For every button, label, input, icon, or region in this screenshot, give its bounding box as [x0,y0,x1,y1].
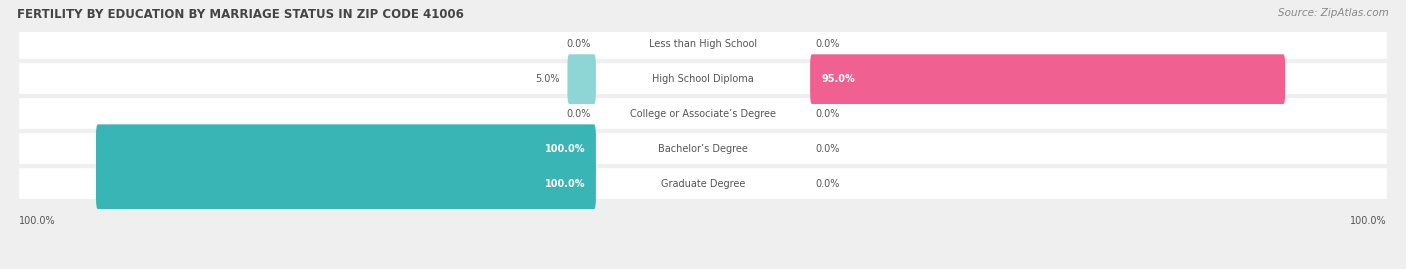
Text: 0.0%: 0.0% [815,109,839,119]
FancyBboxPatch shape [20,133,1386,164]
Text: Bachelor’s Degree: Bachelor’s Degree [658,144,748,154]
Text: 100.0%: 100.0% [20,216,56,226]
FancyBboxPatch shape [20,28,1386,59]
Text: 95.0%: 95.0% [821,74,855,84]
FancyBboxPatch shape [96,124,596,174]
Text: Source: ZipAtlas.com: Source: ZipAtlas.com [1278,8,1389,18]
Text: 0.0%: 0.0% [815,39,839,49]
FancyBboxPatch shape [810,54,1285,104]
FancyBboxPatch shape [20,168,1386,199]
Text: 0.0%: 0.0% [567,109,591,119]
Text: 5.0%: 5.0% [536,74,560,84]
Text: College or Associate’s Degree: College or Associate’s Degree [630,109,776,119]
Text: 0.0%: 0.0% [815,179,839,189]
Text: Graduate Degree: Graduate Degree [661,179,745,189]
FancyBboxPatch shape [568,54,596,104]
Text: 0.0%: 0.0% [815,144,839,154]
Text: Less than High School: Less than High School [650,39,756,49]
Text: 100.0%: 100.0% [544,144,585,154]
Text: High School Diploma: High School Diploma [652,74,754,84]
FancyBboxPatch shape [20,63,1386,94]
Text: FERTILITY BY EDUCATION BY MARRIAGE STATUS IN ZIP CODE 41006: FERTILITY BY EDUCATION BY MARRIAGE STATU… [17,8,464,21]
Text: 100.0%: 100.0% [1350,216,1386,226]
Text: 100.0%: 100.0% [544,179,585,189]
Text: 0.0%: 0.0% [567,39,591,49]
FancyBboxPatch shape [20,98,1386,129]
FancyBboxPatch shape [96,159,596,209]
